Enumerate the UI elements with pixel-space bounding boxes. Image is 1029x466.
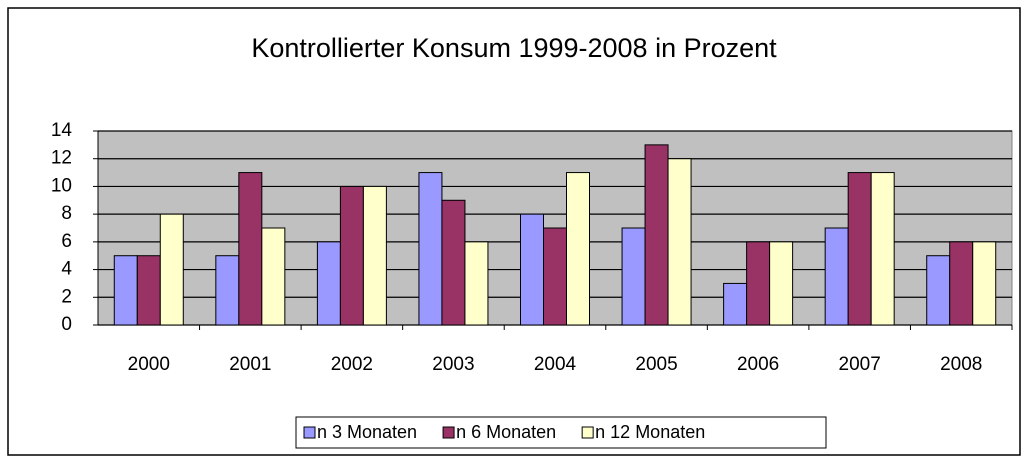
y-tick-label: 12	[51, 148, 72, 169]
bar	[316, 241, 341, 326]
bar	[261, 227, 286, 326]
bar	[746, 241, 771, 326]
chart-title: Kontrollierter Konsum 1999-2008 in Proze…	[251, 33, 777, 63]
x-tick-label: 2000	[128, 354, 170, 375]
bar	[238, 172, 263, 326]
bar	[621, 227, 646, 326]
x-tick-label: 2005	[635, 354, 677, 375]
y-tick-label: 6	[61, 231, 72, 252]
bar	[159, 213, 184, 326]
x-tick-label: 2003	[432, 354, 474, 375]
bar	[926, 255, 951, 326]
x-tick-label: 2007	[839, 354, 881, 375]
x-tick-label: 2008	[940, 354, 982, 375]
bar	[644, 144, 669, 326]
legend-label: n 12 Monaten	[595, 422, 705, 442]
x-tick-label: 2002	[331, 354, 373, 375]
bar	[566, 172, 590, 326]
bar	[847, 172, 872, 326]
x-tick-label: 2004	[534, 354, 577, 375]
y-tick-label: 8	[61, 203, 72, 224]
legend-swatch	[303, 426, 316, 439]
bar	[113, 255, 138, 326]
x-tick-label: 2001	[229, 354, 271, 375]
y-tick-label: 2	[61, 286, 72, 307]
legend-swatch	[442, 426, 455, 439]
bar	[769, 241, 794, 326]
legend-box	[295, 416, 827, 449]
bar	[870, 172, 895, 326]
y-tick-label: 0	[61, 314, 72, 335]
bar	[362, 185, 387, 326]
bar	[339, 185, 364, 326]
legend-label: n 6 Monaten	[456, 422, 556, 442]
bar	[464, 241, 489, 326]
bar	[972, 241, 997, 326]
legend-label: n 3 Monaten	[317, 422, 417, 442]
bar	[441, 199, 466, 326]
bar	[723, 282, 748, 326]
x-tick-label: 2006	[737, 354, 779, 375]
y-tick-label: 4	[61, 259, 72, 280]
bar	[667, 158, 692, 326]
bar	[520, 213, 544, 326]
bar	[824, 227, 849, 326]
bar	[136, 255, 161, 326]
y-tick-label: 10	[51, 175, 72, 196]
bar	[418, 172, 443, 326]
bar	[215, 255, 240, 326]
legend-swatch	[581, 426, 594, 439]
bar	[543, 227, 567, 326]
bar	[949, 241, 974, 326]
y-tick-label: 14	[51, 120, 73, 141]
